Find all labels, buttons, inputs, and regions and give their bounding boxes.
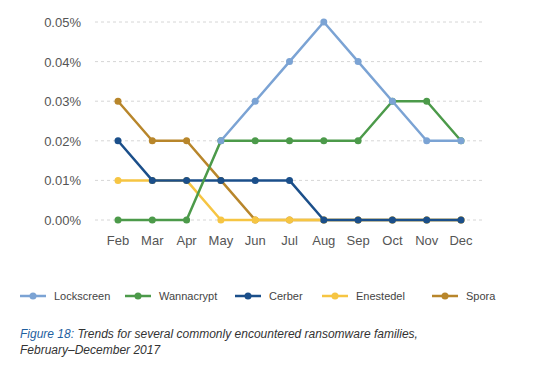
point [423,98,430,105]
legend-item: Cerber [235,290,303,302]
caption-label: Figure 18: [20,327,74,341]
x-tick-label: Dec [449,233,473,248]
point [252,177,259,184]
x-tick-label: Nov [415,233,439,248]
point [286,58,293,65]
series-line [221,22,461,141]
x-tick-label: Aug [312,233,335,248]
point [252,217,259,224]
y-tick-label: 0.05% [44,15,81,30]
legend-label: Lockscreen [54,290,110,302]
x-tick-label: Mar [141,233,164,248]
point [115,217,122,224]
point [183,217,190,224]
point [320,137,327,144]
point [149,177,156,184]
point [217,217,224,224]
legend-marker [245,293,252,300]
series-line [118,180,461,220]
point [115,177,122,184]
point [355,217,362,224]
legend-label: Spora [466,290,496,302]
point [252,217,259,224]
point [389,98,396,105]
caption: Figure 18: Trends for several commonly e… [20,326,420,358]
point [389,217,396,224]
point [458,217,465,224]
y-tick-label: 0.01% [44,173,81,188]
x-tick-label: May [209,233,234,248]
point [217,177,224,184]
y-tick-label: 0.00% [44,213,81,228]
point [389,217,396,224]
legend-marker [332,293,339,300]
legend-item: Lockscreen [20,290,110,302]
point [458,217,465,224]
legend-item: Wannacrypt [125,290,217,302]
point [252,98,259,105]
point [115,98,122,105]
legend-marker [135,293,142,300]
point [149,217,156,224]
point [217,177,224,184]
y-tick-label: 0.04% [44,55,81,70]
point [355,217,362,224]
point [423,137,430,144]
y-tick-label: 0.02% [44,134,81,149]
legend-marker [30,293,37,300]
point [286,217,293,224]
x-tick-label: Jul [281,233,298,248]
point [183,177,190,184]
legend-item: Spora [432,290,496,302]
point [423,217,430,224]
point [423,217,430,224]
series-line [118,101,461,220]
point [458,137,465,144]
point [115,137,122,144]
point [458,137,465,144]
point [355,58,362,65]
point [355,217,362,224]
series-line [118,141,461,220]
point [423,217,430,224]
point [320,217,327,224]
point [217,137,224,144]
point [252,137,259,144]
point [183,177,190,184]
legend-label: Cerber [269,290,303,302]
point [355,137,362,144]
legend-marker [442,293,449,300]
point [183,137,190,144]
point [458,217,465,224]
point [286,137,293,144]
x-tick-label: Apr [176,233,197,248]
point [149,177,156,184]
legend-item: Enestedel [322,290,405,302]
y-tick-label: 0.03% [44,94,81,109]
legend-label: Wannacrypt [159,290,217,302]
caption-text: Trends for several commonly encountered … [20,327,418,357]
point [389,98,396,105]
point [320,217,327,224]
point [286,177,293,184]
legend-label: Enestedel [356,290,405,302]
point [389,217,396,224]
point [149,137,156,144]
series-line [118,101,461,220]
point [320,19,327,26]
x-tick-label: Feb [107,233,129,248]
grid-line [95,22,482,23]
x-tick-label: Sep [347,233,370,248]
point [286,217,293,224]
x-tick-label: Jun [245,233,266,248]
x-tick-label: Oct [382,233,403,248]
point [320,217,327,224]
point [217,137,224,144]
